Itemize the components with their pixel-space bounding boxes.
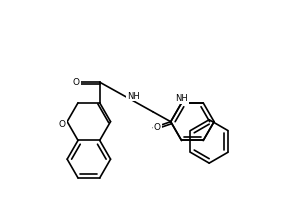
Text: NH: NH (175, 94, 188, 103)
Text: O: O (59, 120, 66, 129)
Text: O: O (154, 123, 161, 132)
Text: NH: NH (127, 92, 140, 101)
Text: O: O (73, 78, 80, 87)
